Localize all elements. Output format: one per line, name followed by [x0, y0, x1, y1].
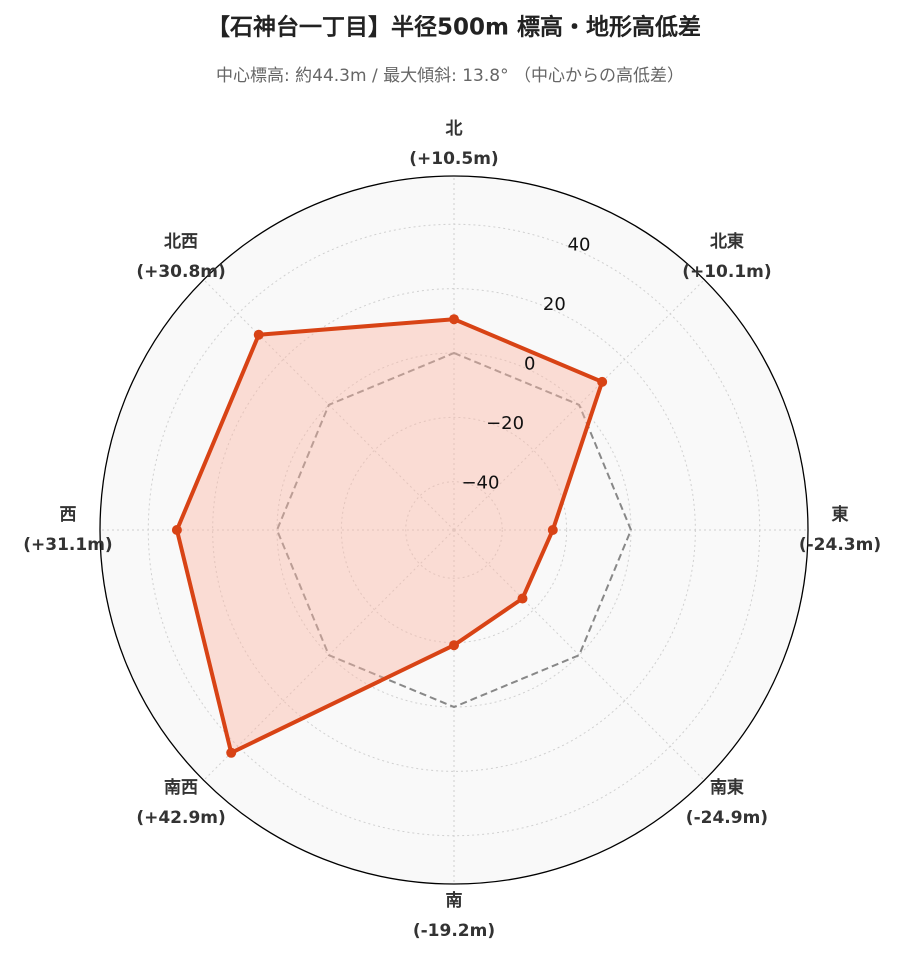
grid-circle — [405, 481, 503, 579]
data-point — [517, 593, 528, 604]
plot-border — [99, 175, 809, 885]
chart-subtitle: 中心標高: 約44.3m / 最大傾斜: 13.8° （中心からの高低差） — [216, 66, 684, 86]
data-point — [547, 525, 558, 535]
category-label: 南西 — [164, 777, 198, 798]
chart-title: 【石神台一丁目】半径500m 標高・地形高低差 — [207, 14, 701, 41]
category-label: 東 — [832, 504, 849, 525]
category-label: 南東 — [710, 777, 744, 798]
value-label: (-24.3m) — [799, 535, 881, 555]
value-label: (+30.8m) — [136, 262, 225, 282]
data-point — [597, 376, 608, 387]
reference-line — [275, 351, 633, 709]
value-label: (-19.2m) — [413, 921, 495, 941]
data-point — [171, 525, 182, 535]
category-label: 西 — [60, 505, 77, 525]
data-point — [253, 329, 264, 340]
r-tick-label: 20 — [543, 294, 566, 315]
value-label: (-24.9m) — [686, 808, 768, 828]
value-label: (+31.1m) — [23, 535, 112, 555]
category-label: 南 — [446, 890, 463, 911]
r-tick-label: 40 — [568, 235, 591, 256]
value-label: (+10.1m) — [682, 262, 771, 282]
grid-spoke — [453, 529, 705, 781]
category-label: 北 — [446, 119, 463, 139]
data-point — [226, 747, 237, 758]
r-tick-label: −40 — [461, 472, 499, 493]
value-label: (+10.5m) — [409, 149, 498, 169]
data-point — [449, 640, 459, 651]
data-point — [449, 314, 459, 325]
r-tick-label: 0 — [524, 353, 535, 374]
value-label: (+42.9m) — [136, 808, 225, 828]
category-label: 北東 — [710, 231, 744, 252]
category-label: 北西 — [164, 232, 198, 252]
r-tick-label: −20 — [486, 413, 524, 434]
